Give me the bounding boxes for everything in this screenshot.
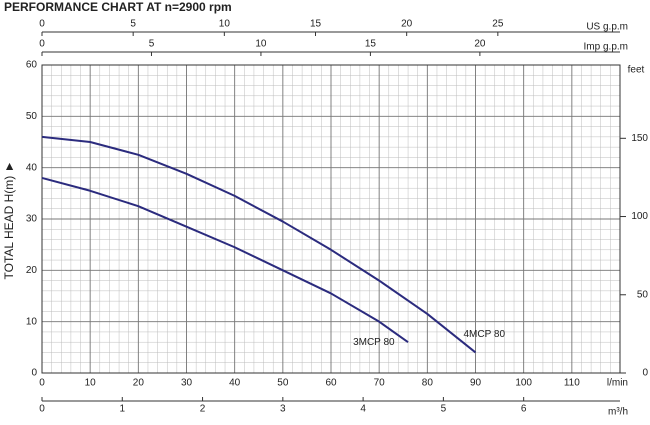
secondary-tick-label: 2	[200, 404, 206, 415]
y-axis-label: TOTAL HEAD H(m) ►	[2, 161, 16, 280]
secondary-tick-label: 10	[219, 19, 231, 30]
y-tick-label: 50	[26, 111, 38, 122]
secondary-tick-label: 10	[255, 39, 267, 50]
curve	[41, 135, 477, 354]
secondary-tick-label: 0	[39, 404, 45, 415]
y-tick-label: 60	[26, 60, 38, 71]
y-tick-label: 20	[26, 265, 38, 276]
x-tick-label: 70	[374, 378, 386, 389]
secondary-tick-label: 20	[474, 39, 486, 50]
secondary-tick-label: 4	[360, 404, 366, 415]
secondary-tick-label: 5	[130, 19, 136, 30]
x-tick-label: 110	[564, 378, 580, 389]
x-tick-label: 60	[325, 378, 337, 389]
y2-tick-label: 150	[631, 133, 648, 144]
imp-gpm-label: Imp g.p.m	[584, 42, 628, 53]
chart-title: PERFORMANCE CHART AT n=2900 rpm	[4, 0, 232, 14]
y2-tick-label: 0	[642, 368, 648, 379]
secondary-tick-label: 20	[401, 19, 413, 30]
x-tick-label: 80	[422, 378, 434, 389]
m3h-label: m³/h	[608, 407, 628, 418]
x-tick-label: 20	[133, 378, 145, 389]
y2-tick-label: 100	[631, 211, 648, 222]
secondary-tick-label: 6	[521, 404, 527, 415]
x-tick-label: 10	[85, 378, 97, 389]
y-tick-label: 0	[31, 368, 37, 379]
secondary-tick-label: 15	[365, 39, 377, 50]
us-gpm-label: US g.p.m	[586, 22, 628, 33]
y-tick-label: 40	[26, 162, 38, 173]
x-tick-label: 50	[277, 378, 289, 389]
plot-border	[41, 64, 621, 374]
y2-axis-label: feet	[628, 65, 645, 76]
y-tick-label: 30	[26, 214, 38, 225]
secondary-tick-label: 5	[149, 39, 155, 50]
x-axis-label: l/min	[607, 378, 628, 389]
x-tick-label: 100	[515, 378, 532, 389]
y-tick-label: 10	[26, 316, 38, 327]
x-tick-label: 40	[229, 378, 241, 389]
x-tick-label: 30	[181, 378, 193, 389]
y2-tick-label: 50	[637, 289, 649, 300]
curve	[41, 176, 409, 344]
secondary-tick-label: 0	[39, 19, 45, 30]
curve-label: 4MCP 80	[464, 329, 506, 340]
secondary-tick-label: 5	[441, 404, 447, 415]
secondary-tick-label: 3	[280, 404, 286, 415]
x-tick-label: 0	[39, 378, 45, 389]
curve-label: 3MCP 80	[353, 337, 395, 348]
secondary-tick-label: 0	[39, 39, 45, 50]
secondary-tick-label: 1	[119, 404, 125, 415]
secondary-tick-label: 15	[310, 19, 322, 30]
x-tick-label: 90	[470, 378, 482, 389]
secondary-tick-label: 25	[492, 19, 504, 30]
